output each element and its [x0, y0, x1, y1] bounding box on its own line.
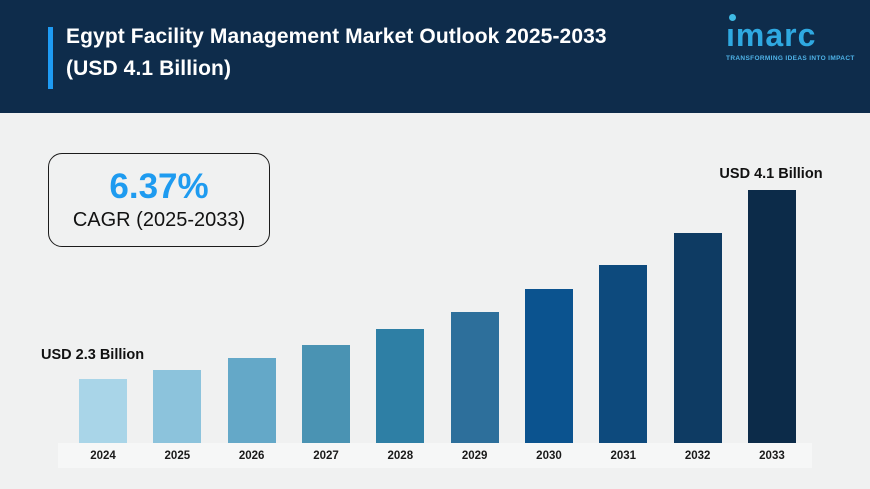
bar-2032	[673, 233, 722, 443]
logo-i-dot-icon	[729, 14, 736, 21]
bar-column-2028: 2028	[376, 190, 425, 463]
year-label-2029: 2029	[461, 450, 488, 462]
bar-2031	[599, 265, 648, 443]
first-bar-value-label: USD 2.3 Billion	[41, 347, 145, 363]
page-title-line2: (USD 4.1 Billion)	[66, 57, 232, 80]
bar-2033	[747, 190, 796, 443]
bar-2029	[450, 312, 499, 443]
chart-baseline-strip	[58, 443, 812, 468]
page-title-line1: Egypt Facility Management Market Outlook…	[66, 25, 607, 48]
bar-column-2029: 2029	[450, 190, 499, 463]
title-accent-bar	[48, 27, 53, 89]
cagr-label: CAGR (2025-2033)	[72, 209, 246, 231]
cagr-callout-box: 6.37% CAGR (2025-2033)	[48, 153, 270, 247]
bar-column-2027: 2027	[301, 190, 350, 463]
bar-2027	[301, 345, 350, 443]
year-label-2024: 2024	[90, 450, 116, 462]
last-bar-value-label: USD 4.1 Billion	[719, 166, 823, 182]
year-label-2025: 2025	[164, 450, 191, 462]
bar-2026	[227, 358, 276, 443]
bar-column-2026: 2026	[227, 190, 276, 463]
bar-2030	[524, 289, 573, 443]
year-label-2030: 2030	[536, 450, 562, 462]
year-label-2033: 2033	[759, 450, 785, 462]
imarc-logo: ımarc TRANSFORMING IDEAS INTO IMPACT	[726, 14, 855, 62]
page-title: Egypt Facility Management Market Outlook…	[66, 21, 607, 85]
year-label-2032: 2032	[684, 450, 711, 462]
bar-column-2031: 2031	[599, 190, 648, 463]
bar-chart: 2024 2025 2026 2027 2028 2029 2030 2031 2032 2033	[79, 190, 796, 463]
header-banner: Egypt Facility Management Market Outlook…	[0, 0, 870, 113]
year-label-2031: 2031	[610, 450, 637, 462]
cagr-value: 6.37%	[109, 167, 209, 206]
bar-2028	[376, 329, 425, 443]
logo-tagline: TRANSFORMING IDEAS INTO IMPACT	[726, 55, 855, 62]
logo-text: ımarc	[726, 17, 817, 53]
year-label-2028: 2028	[387, 450, 414, 462]
bar-column-2025: 2025	[153, 190, 202, 463]
bar-column-2024: 2024	[79, 190, 127, 463]
bar-column-2032: 2032	[673, 190, 722, 463]
year-label-2026: 2026	[238, 450, 265, 462]
bar-2024	[79, 379, 127, 443]
bar-column-2030: 2030	[524, 190, 573, 463]
bar-column-2033: 2033	[747, 190, 796, 463]
year-label-2027: 2027	[313, 450, 339, 462]
imarc-wordmark: ımarc	[726, 14, 838, 53]
bar-2025	[153, 370, 202, 443]
